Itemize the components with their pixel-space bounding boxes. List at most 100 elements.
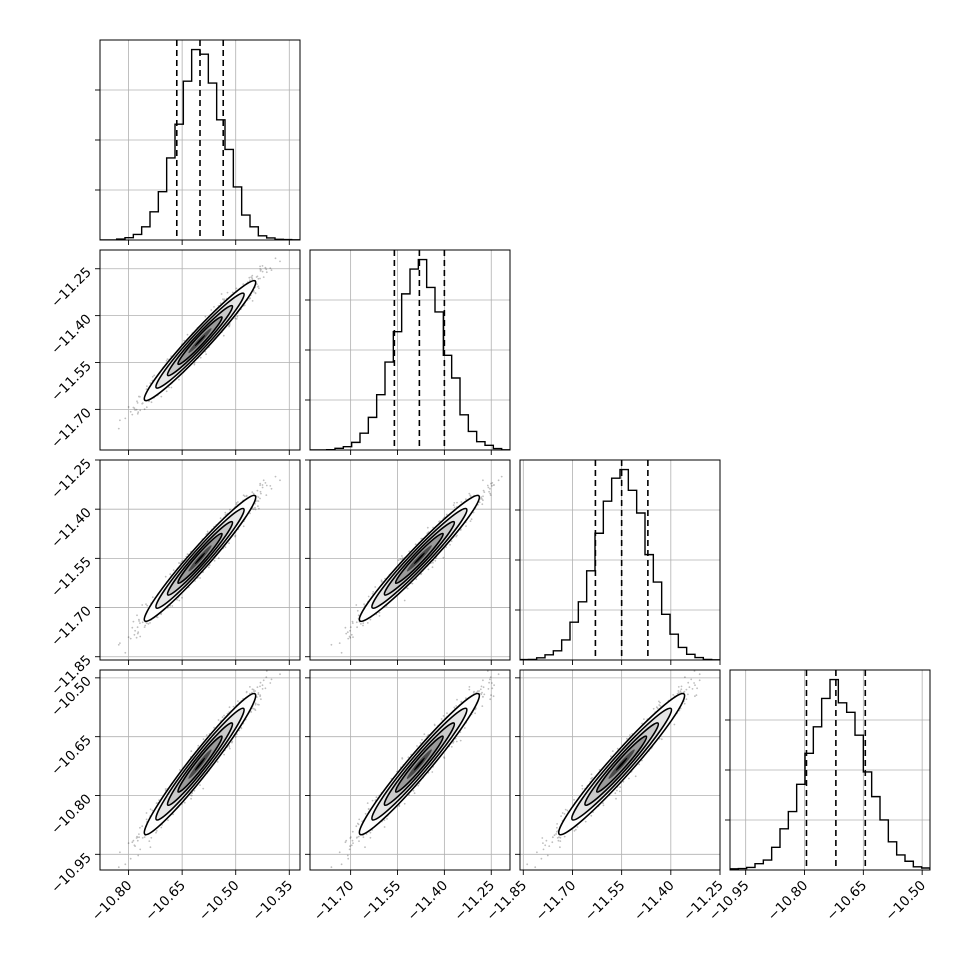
scatter-point [234,535,237,538]
scatter-point [262,479,265,482]
y-tick-label: −11.40 [48,311,95,358]
panel-frame [99,249,301,451]
contour-line [166,304,234,377]
scatter-point [252,492,255,495]
panel-0-2 [95,459,301,665]
scatter-point [169,573,172,575]
scatter-point [257,285,260,288]
scatter-point [265,271,268,274]
scatter-point [145,406,148,409]
scatter-point [242,494,245,497]
scatter-point [279,260,281,263]
scatter-point [124,651,127,654]
scatter-point [141,621,144,624]
scatter-point [165,359,168,362]
scatter-point [251,274,254,277]
scatter-point [235,503,238,506]
scatter-point [254,506,256,509]
scatter-point [164,575,167,578]
scatter-point [141,402,144,405]
histogram-step [310,258,510,450]
scatter-point [171,605,174,607]
scatter-point [138,395,140,398]
scatter-point [252,290,255,293]
scatter-point [141,402,144,405]
scatter-point [259,277,261,280]
scatter-point [265,494,268,496]
scatter-point [234,317,237,320]
scatter-point [248,297,251,300]
scatter-point [249,512,251,515]
scatter-point [256,489,259,492]
scatter-point [170,386,173,389]
scatter-point [145,603,147,606]
contour-line [155,292,245,389]
panel-content [100,460,300,660]
scatter-point [270,269,273,271]
panel-0-0 [95,39,301,245]
scatter-point [258,287,260,290]
scatter-point [254,292,257,295]
scatter-point [243,304,246,307]
scatter-point [236,315,239,318]
scatter-point [210,309,213,311]
scatter-point [235,318,238,320]
panel-frame [99,39,301,241]
scatter-point [153,374,156,377]
scatter-point [269,485,272,487]
scatter-point [181,596,183,599]
scatter-point [279,479,281,482]
scatter-point [261,486,264,489]
scatter-point [133,407,136,410]
scatter-point [132,406,135,409]
scatter-point [226,291,229,294]
scatter-point [147,400,150,403]
scatter-point [193,362,196,364]
scatter-point [151,596,154,599]
scatter-point [251,507,254,510]
scatter-point [144,624,147,627]
scatter-point [222,334,225,337]
scatter-point [250,276,253,278]
scatter-point [270,487,273,490]
scatter-point [213,306,215,308]
scatter-point [186,333,189,336]
scatter-point [119,419,121,422]
scatter-point [131,413,134,416]
scatter-point [136,626,139,629]
scatter-point [219,517,222,520]
scatter-point [208,564,211,566]
panel-content [100,40,300,240]
scatter-point [259,482,262,485]
y-tick-label: −11.55 [48,358,95,405]
scatter-point [172,569,175,571]
scatter-point [178,562,180,564]
scatter-point [139,409,142,412]
scatter-point [234,534,237,537]
scatter-point [265,268,268,271]
scatter-point [228,325,231,328]
scatter-point [147,623,150,625]
scatter-point [199,577,202,579]
scatter-point [168,386,170,389]
scatter-point [165,390,168,393]
scatter-point [257,500,260,502]
scatter-point [134,629,137,632]
scatter-point [259,265,261,268]
scatter-point [206,530,209,533]
scatter-point [129,410,132,413]
scatter-point [146,385,148,388]
scatter-point [259,270,262,272]
scatter-point [251,300,254,302]
scatter-point [269,267,272,269]
scatter-point [205,353,208,356]
scatter-point [143,408,146,411]
scatter-point [242,525,245,528]
scatter-point [259,268,262,270]
scatter-point [261,265,264,267]
scatter-point [139,622,141,624]
scatter-point [235,502,238,504]
scatter-point [242,283,245,285]
scatter-point [139,395,141,398]
